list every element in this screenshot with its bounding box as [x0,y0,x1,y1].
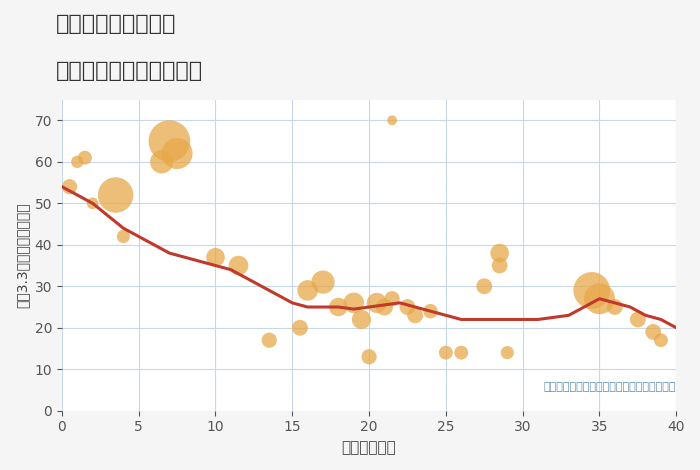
Point [356,316,367,323]
Text: 円の大きさは、取引のあった物件面積を示す: 円の大きさは、取引のあった物件面積を示す [544,382,676,392]
Point [64,183,75,190]
Point [118,233,129,240]
Point [164,137,175,145]
Point [302,287,313,294]
Point [332,303,344,311]
Text: 築年数別中古戸建て価格: 築年数別中古戸建て価格 [56,61,203,81]
Point [172,150,183,157]
Point [440,349,452,356]
Point [79,154,90,161]
Point [494,262,505,269]
Text: 千葉県東金市大沼の: 千葉県東金市大沼の [56,14,176,34]
Point [317,278,328,286]
Point [379,303,390,311]
Point [402,303,413,311]
Point [71,158,83,165]
Point [648,328,659,336]
Point [264,337,275,344]
Point [594,295,605,303]
Point [410,312,421,319]
Point [363,353,374,360]
Point [425,307,436,315]
Point [479,282,490,290]
Point [87,200,98,207]
Point [456,349,467,356]
Point [233,262,244,269]
Point [586,287,597,294]
Point [371,299,382,306]
Point [386,117,398,124]
Point [609,303,620,311]
Point [502,349,513,356]
Point [110,191,121,199]
Point [494,249,505,257]
Point [386,295,398,303]
Point [156,158,167,165]
Point [655,337,666,344]
Point [348,299,359,306]
Point [210,253,221,261]
X-axis label: 築年数（年）: 築年数（年） [342,440,396,455]
Point [295,324,306,331]
Y-axis label: 坪（3.3㎡）単価（万円）: 坪（3.3㎡）単価（万円） [15,203,29,308]
Point [632,316,643,323]
